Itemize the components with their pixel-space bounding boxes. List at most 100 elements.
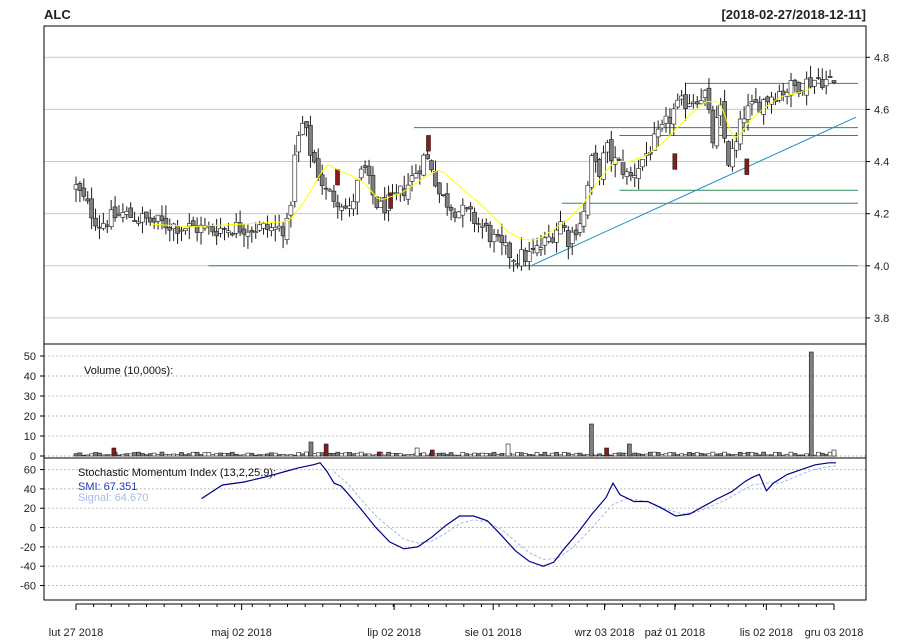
candle-body: [468, 206, 473, 210]
volume-bar: [327, 452, 333, 457]
candle-body: [237, 222, 243, 233]
candle-body: [734, 141, 739, 151]
candle-body: [659, 124, 665, 129]
y-tick-label: 3.8: [874, 313, 889, 325]
volume-bar: [190, 451, 196, 457]
candle-body: [261, 223, 266, 229]
volume-bar: [620, 452, 626, 457]
volume-bar: [159, 451, 165, 457]
volume-bar: [648, 451, 653, 457]
candle-body: [245, 231, 251, 237]
volume-bar: [175, 454, 180, 457]
volume-bar: [706, 453, 712, 457]
volume-bar: [85, 454, 91, 457]
volume-bar: [390, 453, 395, 457]
candle-body: [792, 79, 798, 86]
volume-bar: [616, 452, 622, 457]
candle-body: [464, 207, 470, 210]
volume-bar: [155, 454, 161, 457]
candle-body: [511, 260, 516, 262]
candle-body: [608, 139, 614, 161]
y-tick-label: -40: [20, 561, 36, 573]
candle-body: [663, 115, 669, 124]
price-grid: [44, 56, 866, 319]
volume-bar: [358, 451, 364, 457]
candle-body: [355, 179, 360, 203]
signal-line: [333, 465, 837, 560]
candle-body: [765, 96, 770, 103]
candle-body: [155, 214, 161, 222]
volume-bar: [93, 452, 98, 457]
volume-bar: [355, 452, 360, 457]
candle-body: [331, 190, 337, 202]
candle-body: [77, 183, 83, 191]
volume-bar: [288, 454, 294, 457]
candle-body: [581, 211, 587, 227]
volume-bar: [269, 452, 274, 457]
volume-bar: [534, 452, 540, 457]
candle-body: [183, 228, 188, 231]
candle-body: [128, 207, 134, 218]
candle-body: [327, 189, 333, 192]
candle-body: [804, 78, 809, 96]
volume-bar: [487, 453, 493, 457]
volume-bar: [542, 451, 548, 457]
volume-bar: [796, 454, 802, 457]
candle-body: [163, 217, 169, 229]
chart-title: ALC: [44, 7, 71, 22]
y-tick-label: 4.6: [874, 104, 889, 116]
volume-bar: [694, 452, 700, 457]
volume-bar: [655, 452, 661, 457]
candle-body: [280, 226, 286, 237]
volume-bar: [261, 454, 266, 457]
volume-bar-spike: [323, 443, 329, 457]
candle-body: [503, 242, 509, 246]
volume-bar: [593, 454, 598, 457]
candle-body: [827, 76, 833, 78]
candle-body: [687, 103, 692, 107]
volume-bar: [683, 453, 688, 457]
candle-body: [538, 247, 544, 250]
candle-body: [796, 82, 802, 94]
candle-body: [679, 95, 684, 100]
candle-body: [534, 245, 540, 254]
volume-bar: [780, 454, 786, 457]
volume-bar: [753, 452, 759, 457]
candle-body: [597, 159, 602, 177]
volume-bar: [183, 454, 188, 457]
volume-bar: [823, 454, 829, 457]
x-axis: lut 27 2018 maj 02 2018 lip 02 2018 sie 01 …: [49, 603, 863, 639]
candle-body: [190, 220, 196, 227]
volume-bar: [120, 453, 126, 457]
candle-body: [214, 231, 219, 237]
volume-bar: [425, 454, 430, 457]
candle-body: [808, 77, 813, 88]
volume-bar: [499, 453, 505, 457]
candle-body: [175, 225, 180, 234]
candle-body: [323, 187, 329, 190]
candle-body: [714, 117, 720, 147]
y-tick-label: 4.8: [874, 52, 889, 64]
candle-body: [378, 200, 384, 208]
smi-panel-frame: [43, 457, 867, 601]
candle-body: [452, 211, 458, 218]
candle-body: [437, 182, 442, 195]
volume-bar: [456, 454, 462, 457]
volume-bar: [448, 452, 454, 457]
volume-bar: [77, 452, 83, 457]
volume-bar: [237, 454, 243, 457]
candle-body: [651, 133, 657, 151]
candle-body-marked: [335, 169, 340, 186]
candle-body: [108, 209, 114, 227]
volume-bar: [300, 453, 305, 457]
candle-body: [456, 211, 462, 219]
volume-bar: [163, 453, 169, 457]
volume-bar: [663, 453, 669, 457]
volume-bar: [253, 454, 259, 457]
candle-body: [562, 225, 567, 228]
candle-body: [210, 226, 216, 233]
volume-bar: [366, 453, 372, 457]
candle-body: [523, 249, 528, 262]
volume-bar: [464, 453, 470, 457]
volume-bar: [597, 453, 602, 457]
